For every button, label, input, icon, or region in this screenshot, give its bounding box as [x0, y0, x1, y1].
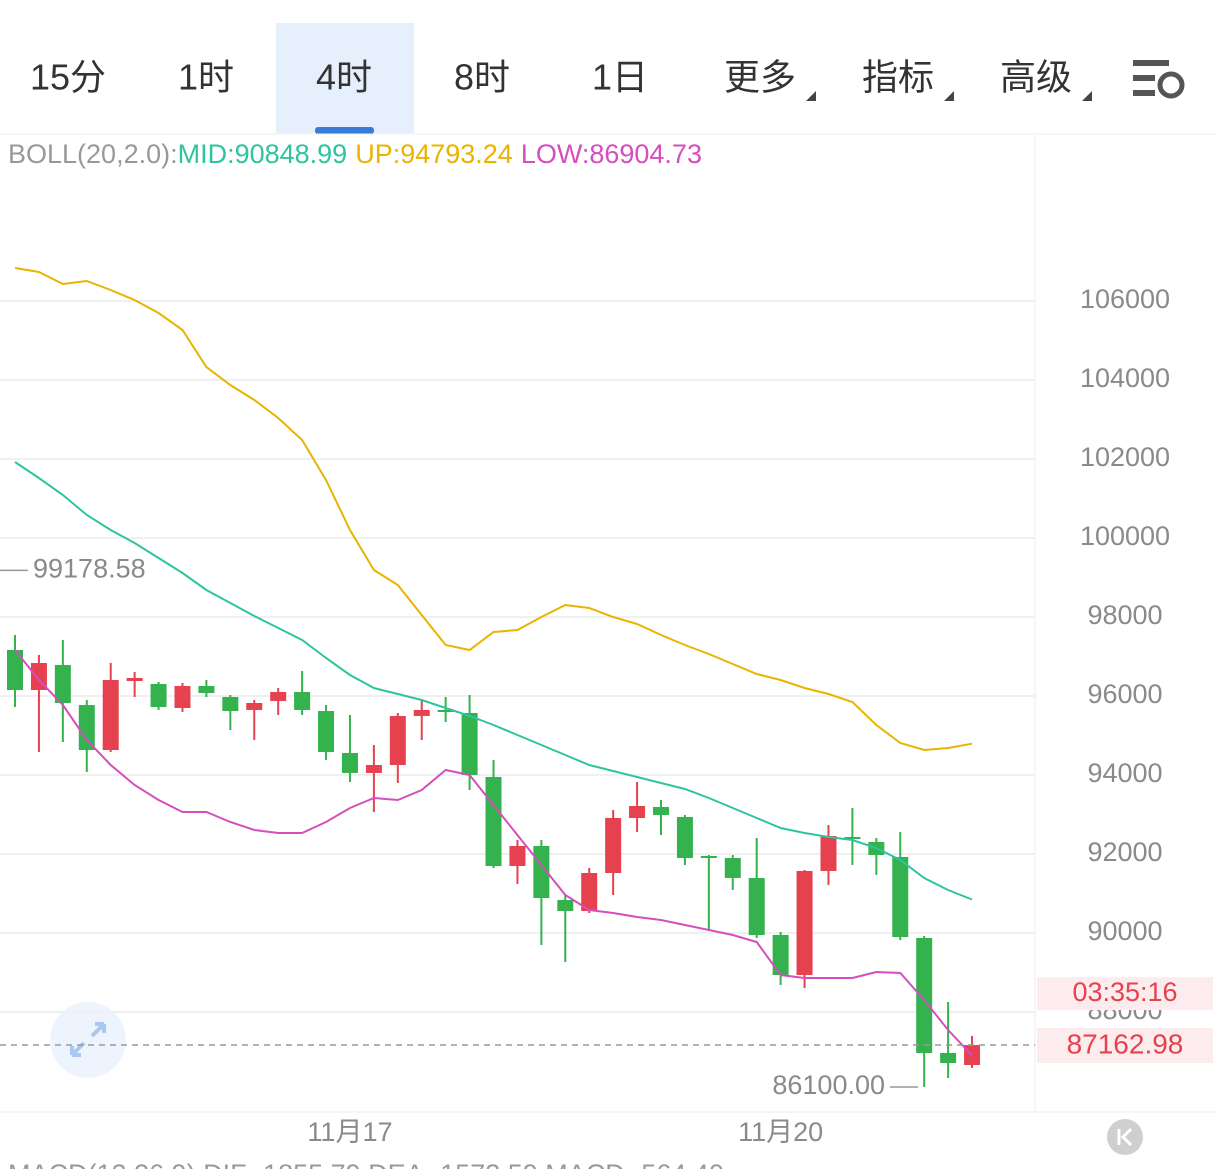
candle-body — [557, 899, 574, 911]
candle-body — [724, 857, 741, 878]
candle-body — [509, 845, 526, 867]
y-tick-label: 102000 — [1080, 442, 1170, 472]
candle-body — [150, 683, 167, 707]
legend-mid: MID:90848.99 — [178, 139, 348, 169]
menu-caret — [806, 91, 816, 101]
countdown-box — [1037, 977, 1213, 1011]
last-price-label: 87162.98 — [1067, 1028, 1184, 1059]
candle-body — [174, 685, 191, 708]
y-tick-label: 90000 — [1087, 916, 1162, 946]
expand-button[interactable] — [50, 1002, 126, 1078]
candle-body — [318, 711, 335, 753]
candle-body — [820, 835, 837, 871]
candle-body — [54, 664, 71, 703]
candle-body — [389, 715, 406, 765]
reset-icon — [1117, 1127, 1133, 1147]
expand-icon — [70, 1022, 106, 1057]
candle-body — [270, 692, 287, 702]
tab[interactable]: 4时 — [316, 57, 372, 98]
candle-body — [940, 1053, 957, 1063]
candle-body — [676, 816, 693, 858]
active-tab-indicator — [315, 127, 374, 134]
candle-body — [413, 709, 430, 716]
macd-legend: MACD(12,26,9) DIF:-1855.79 DEA:-1573.59 … — [8, 1159, 724, 1169]
candle-body — [485, 777, 502, 867]
tab[interactable]: 1时 — [178, 57, 234, 98]
y-tick-label: 106000 — [1080, 284, 1170, 314]
x-tick-label: 11月17 — [307, 1117, 392, 1147]
candle-body — [365, 764, 382, 773]
legend-up: UP:94793.24 — [355, 139, 513, 169]
tab[interactable]: 高级 — [1000, 57, 1072, 98]
icon-gear — [1157, 71, 1185, 99]
candle-body — [748, 877, 765, 935]
settings-icon[interactable] — [1133, 60, 1185, 99]
tab[interactable]: 更多 — [724, 57, 796, 98]
x-tick-label: 11月20 — [738, 1117, 823, 1147]
candle-body — [772, 934, 789, 975]
boll-line — [14, 649, 973, 1056]
y-tick-label: 96000 — [1087, 679, 1162, 709]
y-tick-label: 104000 — [1080, 363, 1170, 393]
candle-body — [892, 856, 909, 937]
candle-body — [461, 712, 478, 775]
countdown: 03:35:16 — [1072, 977, 1177, 1007]
indicator-legend: BOLL(20,2.0):MID:90848.99 UP:94793.24 LOW:… — [8, 139, 702, 169]
menu-caret — [1082, 91, 1092, 101]
candle-body — [581, 872, 598, 911]
indicator-name: BOLL(20,2.0): — [8, 139, 178, 169]
max-marker-label: 99178.58 — [33, 554, 146, 584]
boll-line — [14, 267, 973, 752]
tab[interactable]: 8时 — [454, 57, 510, 98]
candle-body — [700, 855, 717, 858]
candle-body — [78, 704, 95, 750]
candle-body — [294, 692, 311, 710]
legend-low: LOW:86904.73 — [521, 139, 702, 169]
candle-body — [341, 752, 358, 773]
candle-body — [437, 709, 454, 712]
min-marker-label: 86100.00 — [772, 1070, 885, 1100]
icon-bar — [1133, 75, 1155, 81]
y-tick-label: 98000 — [1087, 600, 1162, 630]
y-tick-label: 94000 — [1087, 758, 1162, 788]
candle-body — [605, 817, 622, 873]
candle-body — [796, 870, 813, 975]
tab[interactable]: 15分 — [30, 57, 106, 98]
candle-body — [222, 696, 239, 712]
tab[interactable]: 1日 — [592, 57, 648, 98]
candle-body — [126, 677, 143, 681]
candle-body — [629, 806, 646, 818]
candle-body — [844, 837, 861, 840]
icon-bar — [1133, 60, 1169, 66]
candle-body — [7, 649, 24, 690]
y-tick-label: 100000 — [1080, 521, 1170, 551]
menu-caret — [944, 91, 954, 101]
candle-body — [916, 937, 933, 1054]
boll-line — [14, 461, 973, 901]
candle-body — [102, 679, 119, 750]
candle-body — [653, 806, 670, 816]
candle-body — [246, 702, 263, 710]
tab[interactable]: 指标 — [862, 57, 934, 98]
active-tab-bg — [276, 23, 414, 133]
last-price-box — [1037, 1028, 1213, 1064]
candle-body — [198, 685, 215, 693]
icon-bar — [1133, 90, 1155, 96]
y-tick-label: 92000 — [1087, 837, 1162, 867]
